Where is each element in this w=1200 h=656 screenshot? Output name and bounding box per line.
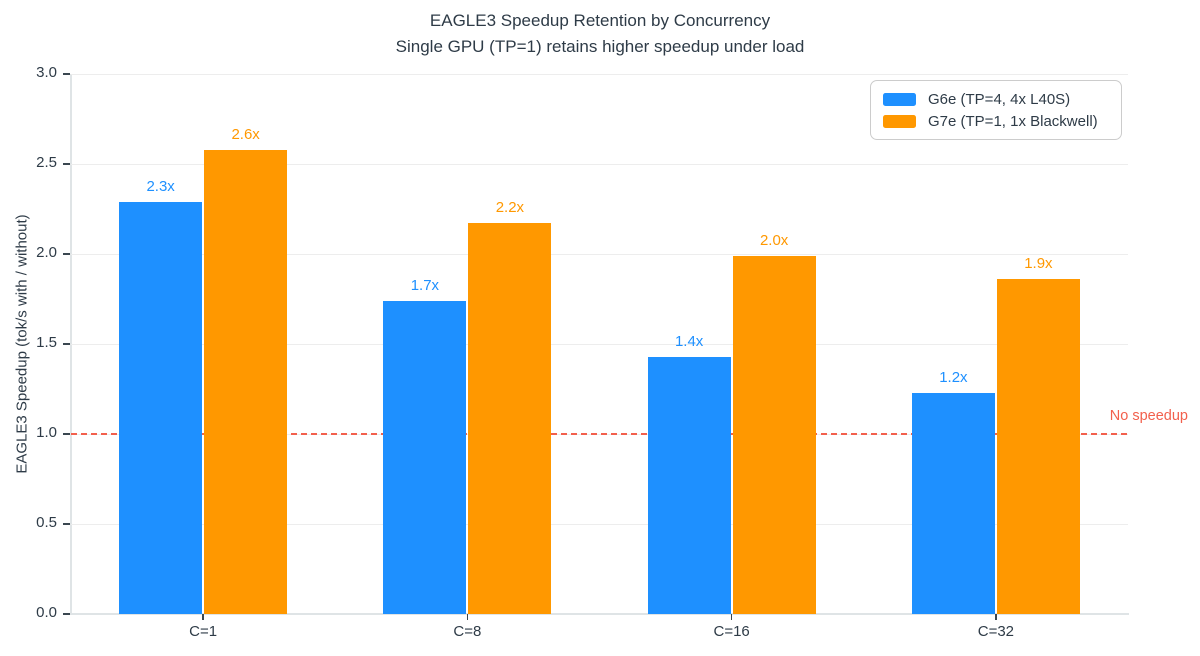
reference-line-label: No speedup (1109, 408, 1188, 424)
bar-value-label: 2.6x (231, 125, 260, 143)
x-tick (466, 614, 469, 620)
chart-title: EAGLE3 Speedup Retention by Concurrency (429, 11, 771, 30)
gridline (71, 253, 1128, 255)
legend-item-g6e: G6e (TP=4, 4x L40S) (883, 88, 1111, 110)
x-tick-label: C=16 (713, 623, 750, 640)
y-tick-label: 0.0 (36, 604, 57, 621)
y-axis-spine (70, 74, 72, 614)
chart-subtitle: Single GPU (TP=1) retains higher speedup… (395, 37, 805, 56)
y-tick (63, 613, 70, 615)
gridline (71, 73, 1128, 75)
x-tick (202, 614, 204, 620)
y-tick (63, 433, 70, 435)
bar-value-label: 2.2x (495, 199, 525, 217)
bar-g6e-c1 (119, 201, 203, 614)
bar-value-label: 1.7x (410, 276, 440, 294)
y-tick-label: 1.5 (36, 334, 57, 351)
x-axis-spine (70, 613, 1129, 615)
plot-area: 0.0 0.5 1.0 1.5 2.0 2.5 3.0 C=1 C=8 C=16 C=32 2.3x 1… (36, 64, 1129, 640)
bar-value-label: 1.2x (939, 368, 968, 386)
y-tick-label: 2.5 (36, 154, 57, 171)
x-tick (995, 614, 997, 620)
bar-g7e-c32 (996, 279, 1080, 614)
bar-g6e-c32 (911, 392, 995, 614)
gridline (71, 343, 1128, 345)
y-tick (63, 73, 70, 75)
bar-value-label: 2.3x (146, 177, 175, 195)
gridline (71, 163, 1128, 165)
y-tick (63, 163, 70, 165)
x-tick (730, 614, 733, 620)
y-tick-label: 2.0 (36, 244, 57, 261)
bar-g7e-c8 (468, 223, 552, 614)
bar-g6e-c16 (647, 356, 731, 614)
bar-g7e-c1 (204, 149, 288, 614)
y-tick (63, 253, 70, 255)
title-block: EAGLE3 Speedup Retention by Concurrency … (0, 8, 1200, 60)
legend-label-g6e: G6e (TP=4, 4x L40S) (928, 90, 1071, 108)
x-tick-label: C=8 (453, 623, 482, 640)
y-tick (63, 343, 70, 345)
legend-swatch-orange (883, 114, 916, 128)
bar-value-label: 2.0x (759, 231, 789, 249)
reference-line (71, 433, 1128, 435)
bar-g6e-c8 (383, 300, 467, 614)
bar-value-label: 1.9x (1024, 255, 1053, 273)
legend-swatch-blue (883, 92, 916, 106)
y-tick-label: 0.5 (36, 514, 57, 531)
y-tick (63, 523, 70, 525)
legend-item-g7e: G7e (TP=1, 1x Blackwell) (883, 110, 1111, 132)
legend-label-g7e: G7e (TP=1, 1x Blackwell) (928, 112, 1098, 130)
bar-value-label: 1.4x (674, 332, 704, 350)
legend: G6e (TP=4, 4x L40S) G7e (TP=1, 1x Blackw… (870, 80, 1122, 140)
x-tick-label: C=1 (189, 623, 218, 640)
gridline (71, 523, 1128, 525)
x-tick-label: C=32 (977, 623, 1015, 640)
y-tick-label: 3.0 (36, 64, 57, 81)
bar-g7e-c16 (732, 255, 816, 614)
y-tick-label: 1.0 (36, 424, 57, 441)
